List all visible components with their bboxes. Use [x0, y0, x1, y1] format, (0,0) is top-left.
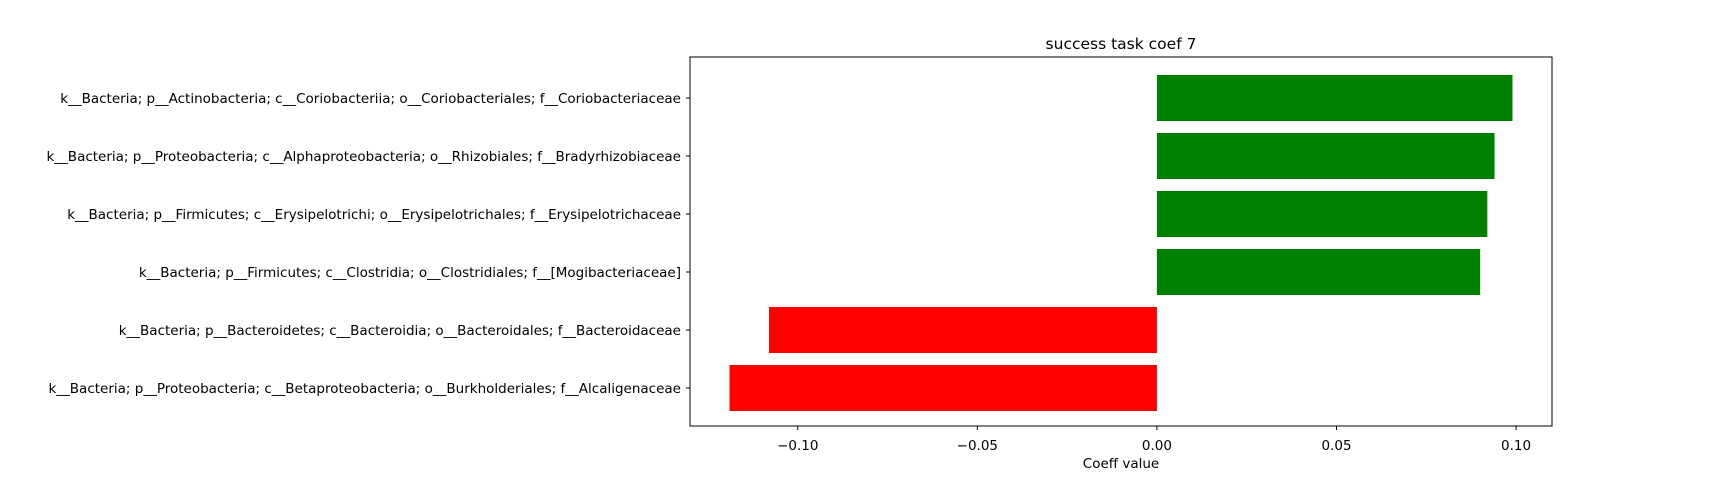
x-axis: −0.10 −0.05 0.00 0.05 0.10 — [777, 426, 1531, 454]
y-tick-label-0: k__Bacteria; p__Actinobacteria; c__Corio… — [60, 91, 681, 107]
x-tick-label-1: −0.05 — [957, 438, 998, 454]
x-axis-label: Coeff value — [1083, 456, 1159, 472]
y-tick-label-5: k__Bacteria; p__Proteobacteria; c__Betap… — [48, 381, 681, 397]
bars-group — [729, 75, 1513, 411]
chart-title: success task coef 7 — [1046, 35, 1197, 53]
y-tick-label-3: k__Bacteria; p__Firmicutes; c__Clostridi… — [139, 265, 681, 281]
x-tick-label-2: 0.00 — [1142, 438, 1172, 454]
bar-3 — [1156, 249, 1481, 295]
y-axis: k__Bacteria; p__Actinobacteria; c__Corio… — [46, 91, 690, 397]
x-tick-label-3: 0.05 — [1321, 438, 1351, 454]
plot-frame — [689, 56, 1553, 427]
y-tick-label-4: k__Bacteria; p__Bacteroidetes; c__Bacter… — [119, 323, 681, 339]
bar-1 — [1156, 133, 1495, 179]
bar-2 — [1156, 191, 1488, 237]
bar-5 — [729, 365, 1157, 411]
y-tick-label-2: k__Bacteria; p__Firmicutes; c__Erysipelo… — [67, 207, 681, 223]
bar-4 — [769, 307, 1157, 353]
y-tick-label-1: k__Bacteria; p__Proteobacteria; c__Alpha… — [46, 149, 681, 165]
bar-0 — [1156, 75, 1513, 121]
x-tick-label-4: 0.10 — [1501, 438, 1531, 454]
x-tick-label-0: −0.10 — [777, 438, 818, 454]
